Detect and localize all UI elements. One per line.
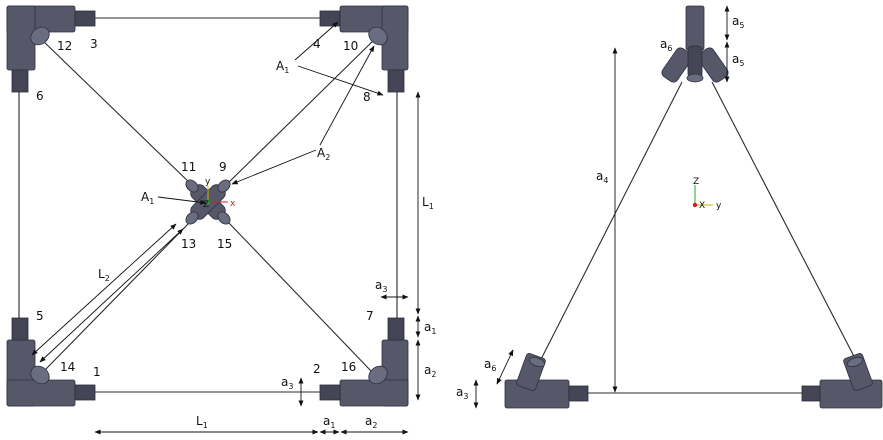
angle-label-a2: A2 (317, 146, 330, 162)
rod-diag-bl (44, 221, 191, 371)
node-label-4: 4 (313, 37, 321, 51)
rod-diag-tr (224, 37, 377, 187)
axis-x-label: x (230, 199, 236, 209)
axis-triad-left: y Z x (203, 177, 236, 210)
arrow-a2-to-10 (319, 45, 375, 146)
dim-label-l1-vertical: L1 (422, 195, 434, 211)
axis-y-label-right: y (716, 201, 722, 211)
arrow-a2-to-hub (231, 149, 317, 185)
rod-diag-br (227, 221, 373, 373)
rod-diag-tl (41, 39, 194, 187)
corner-connector-top-right (319, 5, 409, 93)
node-label-7: 7 (366, 309, 374, 323)
dim-label-l1-bottom: L1 (196, 414, 208, 430)
dim-label-a5-lower: a5 (732, 52, 744, 68)
dim-label-a3-side: a3 (375, 278, 387, 294)
dim-label-a2-bottom: a2 (365, 414, 377, 430)
node-label-13: 13 (181, 237, 196, 251)
node-label-3: 3 (90, 37, 98, 51)
node-label-16: 16 (341, 360, 356, 374)
dim-line-l2-a (31, 223, 177, 356)
node-label-12: 12 (57, 39, 72, 53)
corner-connector-bottom-left (6, 317, 96, 407)
node-label-6: 6 (36, 89, 44, 103)
dim-label-a6-bottom: a6 (484, 357, 496, 373)
rod-tri-left (532, 81, 683, 376)
dim-label-a6-top: a6 (660, 37, 672, 53)
dim-label-l2: L2 (98, 267, 110, 283)
node-label-2: 2 (313, 362, 321, 376)
dim-label-a2-side: a2 (424, 363, 436, 379)
node-label-1: 1 (93, 365, 101, 379)
node-label-8: 8 (363, 90, 371, 104)
rod-tri-right (711, 81, 861, 369)
node-label-14: 14 (60, 360, 75, 374)
top-y-connector (661, 5, 729, 83)
angle-label-a1-top: A1 (276, 59, 289, 75)
right-view: Z X y a4 a5 a5 a6 a6 a3 (456, 5, 883, 409)
bottom-left-connector (504, 353, 589, 409)
angle-label-a1-center: A1 (141, 190, 154, 206)
dim-line-l2-b (39, 228, 184, 363)
dim-label-a1-bottom: a1 (323, 414, 335, 430)
axis-triad-right: Z X y (692, 177, 722, 211)
arrow-a1-to-8 (297, 65, 384, 96)
dim-line-a6-bottom (496, 349, 514, 385)
node-label-11: 11 (181, 160, 196, 174)
node-label-10: 10 (343, 39, 358, 53)
left-view: y Z x 12 3 4 10 6 8 11 9 13 15 5 7 14 1 … (6, 5, 436, 435)
corner-connector-bottom-right (319, 317, 409, 407)
node-label-9: 9 (219, 160, 227, 174)
dim-label-a4: a4 (596, 169, 608, 185)
axis-x-label-right: X (699, 201, 705, 211)
node-label-15: 15 (217, 237, 232, 251)
dim-label-a5-upper: a5 (732, 14, 744, 30)
axis-z-label-right: Z (693, 177, 699, 187)
dim-label-a1-side: a1 (424, 320, 436, 336)
arrow-a1-center (157, 196, 207, 205)
node-label-5: 5 (36, 309, 44, 323)
bottom-right-connector (801, 353, 883, 409)
arrow-a1-to-4 (294, 21, 339, 61)
corner-connector-top-left (6, 5, 96, 93)
axis-y-label: y (205, 177, 211, 187)
dim-label-a3-right: a3 (456, 385, 468, 401)
axis-z-label: Z (203, 200, 209, 210)
dim-label-a3-bottom: a3 (281, 375, 293, 391)
